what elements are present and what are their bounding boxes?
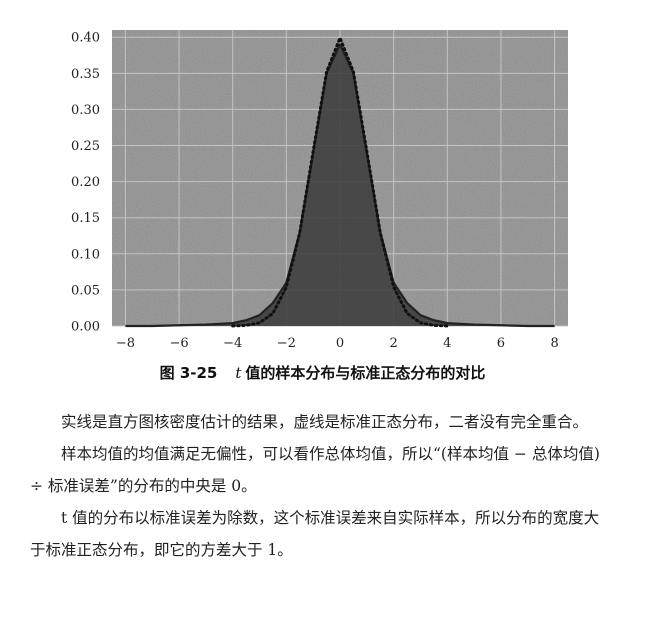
x-tick-label: 0 <box>336 336 344 351</box>
x-tick-label: −2 <box>277 336 296 351</box>
y-tick-label: 0.00 <box>71 320 100 335</box>
caption-number: 图 3-25 <box>159 364 218 382</box>
y-tick-label: 0.30 <box>71 103 100 118</box>
caption-text: 值的样本分布与标准正态分布的对比 <box>245 364 486 382</box>
paragraph-kde-vs-normal: 实线是直方图核密度估计的结果，虚线是标准正态分布，二者没有完全重合。 <box>61 413 589 431</box>
x-tick-label: −8 <box>116 336 135 351</box>
figure-caption: 图 3-25 t 值的样本分布与标准正态分布的对比 <box>0 362 645 383</box>
histogram-area <box>125 44 555 326</box>
x-tick-label: 6 <box>497 336 505 351</box>
y-tick-label: 0.20 <box>71 175 100 190</box>
x-tick-label: −6 <box>169 336 188 351</box>
paragraph-variance: t 值的分布以标准误差为除数，这个标准误差来自实际样本，所以分布的宽度大于标准正… <box>30 509 600 559</box>
x-tick-label: 8 <box>550 336 558 351</box>
density-chart: 0.00 0.05 0.10 0.15 0.20 0.25 0.30 0.35 0.40 −8 −6… <box>71 30 568 351</box>
y-tick-label: 0.15 <box>71 211 100 226</box>
y-tick-label: 0.35 <box>71 67 100 82</box>
y-tick-label: 0.10 <box>71 247 100 262</box>
x-tick-label: −4 <box>223 336 242 351</box>
x-tick-label: 4 <box>443 336 451 351</box>
caption-variable: t <box>235 364 242 382</box>
kde-line <box>125 43 555 328</box>
body-text: 实线是直方图核密度估计的结果，虚线是标准正态分布，二者没有完全重合。 样本均值的… <box>30 406 610 566</box>
paragraph-unbiased-mean: 样本均值的均值满足无偏性，可以看作总体均值，所以“(样本均值 − 总体均值) ÷… <box>30 445 600 495</box>
chart-canvas: 0.00 0.05 0.10 0.15 0.20 0.25 0.30 0.35 0.40 −8 −6… <box>71 30 568 351</box>
y-tick-label: 0.05 <box>71 283 100 298</box>
y-tick-label: 0.25 <box>71 139 100 154</box>
y-tick-label: 0.40 <box>71 31 100 46</box>
x-tick-label: 2 <box>390 336 398 351</box>
normal-distribution-line <box>231 36 449 328</box>
